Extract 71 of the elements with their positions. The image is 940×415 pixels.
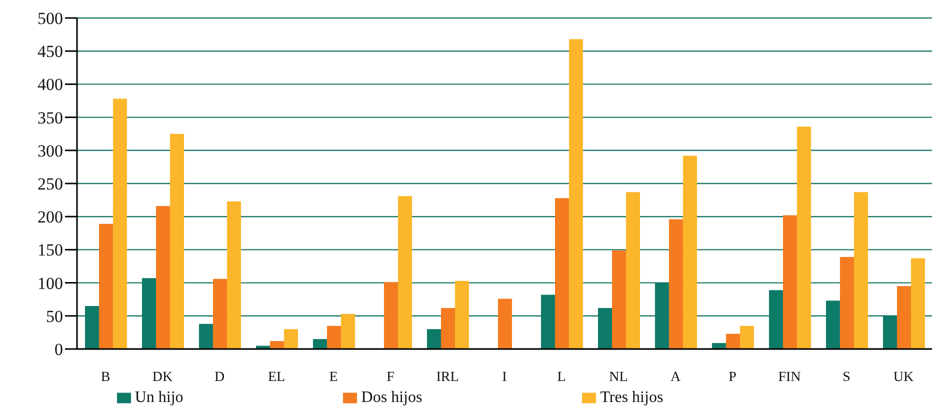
- bar: [612, 250, 626, 349]
- bar: [170, 134, 184, 349]
- bar: [198, 324, 213, 349]
- x-tick-label: UK: [893, 370, 914, 385]
- x-tick-label: FIN: [778, 370, 801, 385]
- x-tick-label: A: [670, 370, 682, 385]
- bar: [682, 156, 697, 349]
- y-tick-label: 250: [38, 174, 63, 194]
- bar: [326, 326, 341, 349]
- bar: [782, 215, 797, 349]
- legend-label: Tres hijos: [600, 389, 664, 406]
- bar: [768, 290, 783, 349]
- x-tick-label: P: [728, 370, 737, 385]
- bar: [212, 278, 227, 349]
- legend-label: Dos hijos: [361, 389, 422, 406]
- bar: [740, 326, 754, 349]
- bar: [598, 308, 612, 349]
- y-tick-label: 0: [54, 340, 63, 360]
- bar: [654, 282, 669, 349]
- bar: [568, 39, 583, 349]
- bar: [398, 196, 412, 349]
- bar: [554, 198, 569, 349]
- y-tick-label: 200: [38, 208, 63, 227]
- bar: [284, 329, 298, 349]
- bar: [384, 282, 398, 349]
- x-tick-label: E: [329, 370, 338, 385]
- bar: [626, 192, 640, 349]
- x-tick-label: L: [557, 370, 566, 385]
- bar: [98, 224, 113, 349]
- x-tick-label: I: [502, 370, 508, 385]
- y-tick-label: 150: [38, 240, 63, 260]
- bar: [156, 206, 170, 349]
- bar: [854, 192, 868, 349]
- y-tick-label: 100: [38, 274, 63, 293]
- bar: [112, 98, 127, 349]
- bar: [270, 341, 284, 349]
- bar: [826, 300, 840, 349]
- x-tick-label: EL: [268, 370, 286, 385]
- bar: [712, 343, 726, 349]
- bar: [840, 256, 854, 349]
- x-tick-label: NL: [609, 370, 628, 385]
- y-tick-label: 500: [38, 9, 63, 28]
- legend-label: Un hijo: [134, 389, 184, 406]
- bar: [896, 286, 911, 349]
- bar: [668, 219, 683, 349]
- bar: [256, 346, 270, 349]
- x-tick-label: DK: [152, 370, 173, 385]
- x-tick-label: IRL: [436, 370, 459, 385]
- bar: [340, 314, 355, 349]
- y-tick-label: 450: [38, 42, 63, 62]
- bar: [498, 298, 512, 349]
- bar: [540, 294, 555, 349]
- y-tick-label: 50: [46, 306, 63, 326]
- bar: [440, 308, 455, 349]
- y-tick-label: 400: [38, 75, 63, 94]
- bar: [726, 334, 740, 349]
- bar: [84, 306, 99, 349]
- bar: [796, 126, 811, 349]
- bar: [142, 278, 156, 349]
- bar: [882, 316, 897, 349]
- x-tick-label: D: [214, 370, 225, 385]
- y-tick-label: 300: [38, 141, 63, 160]
- bar: [312, 339, 327, 349]
- x-tick-label: S: [842, 370, 850, 385]
- bar: [910, 258, 925, 349]
- x-tick-label: B: [100, 370, 110, 385]
- bar: [454, 280, 469, 349]
- y-tick-label: 350: [38, 108, 63, 128]
- bar: [226, 201, 241, 349]
- bar: [426, 329, 441, 349]
- x-tick-label: F: [386, 370, 395, 385]
